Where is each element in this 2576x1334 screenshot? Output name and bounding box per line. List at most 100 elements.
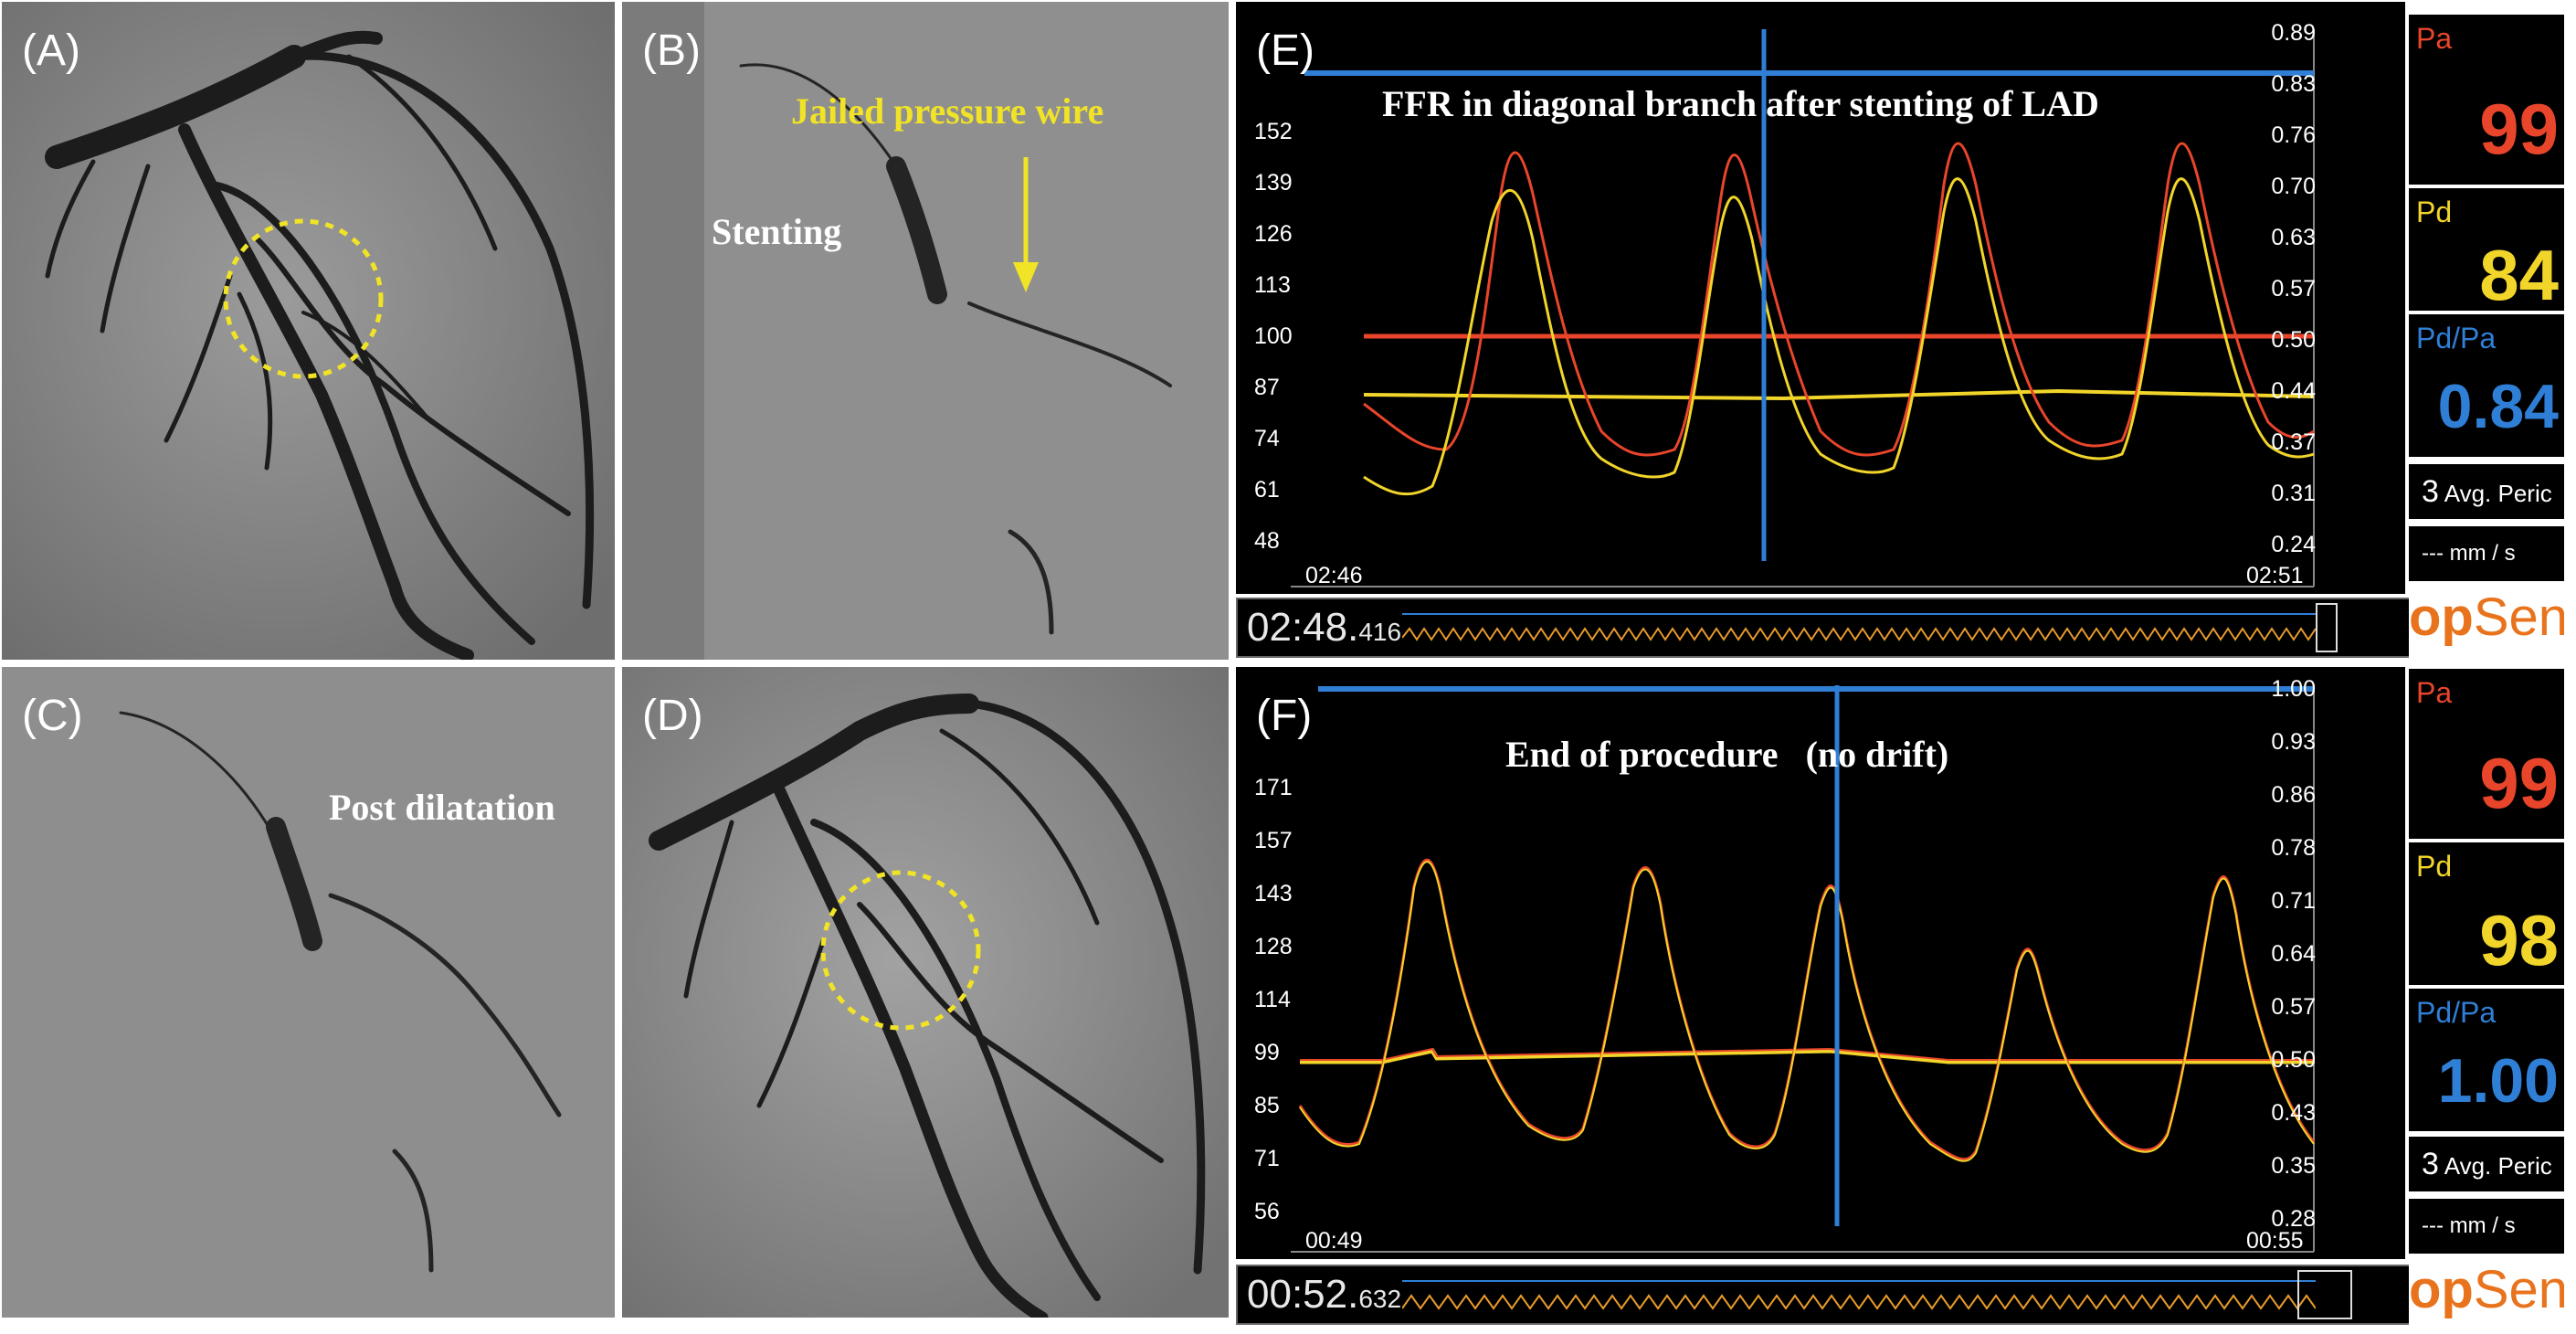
right-tick: 0.71 [2271, 888, 2316, 914]
speed-e: --- mm / s [2409, 526, 2564, 581]
ffr-trace-plot-e [1291, 29, 2315, 588]
ffr-trace-plot-f [1291, 685, 2316, 1253]
pd-box-f: Pd 98 [2409, 842, 2564, 985]
right-tick: 0.44 [2271, 378, 2316, 404]
right-tick: 0.50 [2271, 327, 2316, 353]
right-tick: 0.89 [2271, 20, 2316, 46]
clock-main-e: 02:48. [1247, 605, 1359, 650]
right-tick: 0.64 [2271, 941, 2316, 967]
panel-letter-c: (C) [22, 692, 83, 740]
time-start-f: 00:49 [1305, 1228, 1363, 1254]
left-tick: 157 [1254, 828, 1293, 853]
clock-f: 00:52.632 [1247, 1272, 1401, 1318]
pa-label-f: Pa [2416, 676, 2453, 709]
left-tick: 113 [1254, 272, 1291, 298]
logo-op-f: op [2409, 1260, 2474, 1319]
right-tick: 0.57 [2271, 276, 2316, 302]
ratio-label-e: Pd/Pa [2416, 322, 2497, 355]
ratio-label-f: Pd/Pa [2416, 996, 2497, 1029]
pd-waveform-e [1363, 177, 2315, 496]
angiogram-panel-a: (A) [2, 2, 615, 660]
pa-box-f: Pa 99 [2409, 669, 2564, 839]
angiogram-d-image [622, 667, 1229, 1318]
panel-letter-d: (D) [642, 692, 703, 740]
ratio-value-e: 0.84 [2437, 372, 2559, 441]
timeline-cursor-f[interactable] [2297, 1270, 2352, 1319]
left-tick: 171 [1254, 775, 1293, 800]
left-tick: 126 [1254, 221, 1293, 247]
right-tick: 0.43 [2271, 1100, 2316, 1126]
jailed-wire-annotation: Jailed pressure wire [791, 90, 1104, 132]
right-tick: 0.28 [2271, 1206, 2316, 1232]
opsens-logo-e: opSens [2409, 587, 2564, 651]
title-main-f: End of procedure [1505, 734, 1779, 775]
clock-e: 02:48.416 [1247, 605, 1401, 651]
angiogram-panel-d: (D) [622, 667, 1229, 1318]
left-tick: 85 [1254, 1093, 1280, 1118]
right-tick: 1.00 [2271, 676, 2316, 702]
left-tick: 87 [1254, 375, 1280, 400]
pd-waveform-f [1299, 861, 2315, 1162]
time-end-e: 02:51 [2246, 563, 2304, 588]
left-tick: 56 [1254, 1199, 1280, 1224]
pd-label-e: Pd [2416, 196, 2453, 228]
right-tick: 0.70 [2271, 174, 2316, 199]
right-tick: 0.93 [2271, 729, 2316, 755]
pa-value-e: 99 [2479, 89, 2559, 169]
left-tick: 128 [1254, 934, 1293, 959]
clock-main-f: 00:52. [1247, 1272, 1359, 1317]
panel-letter-f: (F) [1256, 692, 1313, 740]
pd-box-e: Pd 84 [2409, 188, 2564, 315]
timeline-bar-e[interactable]: 02:48.416 [1236, 598, 2562, 658]
clock-ms-e: 416 [1358, 618, 1402, 646]
right-tick: 0.37 [2271, 429, 2316, 455]
monitor-title-e: FFR in diagonal branch after stenting of… [1382, 83, 2099, 124]
left-tick: 100 [1254, 323, 1293, 349]
right-tick: 0.50 [2271, 1047, 2316, 1073]
readout-panel-e: Pa 99 Pd 84 Pd/Pa 0.84 3 Avg. Peric --- … [2409, 2, 2564, 658]
left-tick: 114 [1254, 987, 1291, 1012]
timeline-strip-f [1402, 1280, 2316, 1310]
right-tick: 0.24 [2271, 532, 2316, 557]
timeline-cursor-e[interactable] [2316, 603, 2338, 652]
panel-letter-b: (B) [642, 26, 701, 75]
right-tick: 0.31 [2271, 481, 2316, 506]
ffr-monitor-f: (F) End of procedure (no drift) 171 157 … [1236, 667, 2405, 1259]
time-start-e: 02:46 [1305, 563, 1363, 588]
avg-period-e: 3 Avg. Peric [2409, 464, 2564, 519]
right-tick: 0.35 [2271, 1153, 2316, 1179]
clock-ms-f: 632 [1358, 1285, 1402, 1313]
title-note-f: (no drift) [1805, 734, 1949, 775]
avg-text-e: Avg. Peric [2444, 480, 2552, 507]
right-tick: 0.57 [2271, 994, 2316, 1020]
left-tick: 71 [1254, 1146, 1280, 1171]
left-tick: 139 [1254, 170, 1293, 196]
left-tick: 143 [1254, 881, 1293, 906]
monitor-title-f: End of procedure (no drift) [1505, 733, 1948, 776]
angiogram-b-image [622, 2, 1229, 660]
left-tick: 61 [1254, 477, 1280, 503]
speed-f: --- mm / s [2409, 1199, 2564, 1254]
left-tick: 74 [1254, 426, 1280, 451]
pa-waveform-f [1298, 858, 2316, 1161]
pd-value-e: 84 [2479, 235, 2559, 315]
ratio-value-f: 1.00 [2437, 1046, 2559, 1116]
yellow-down-arrow-icon [1013, 157, 1039, 292]
avg-period-f: 3 Avg. Peric [2409, 1137, 2564, 1191]
left-tick: 152 [1254, 119, 1293, 144]
stenting-annotation: Stenting [712, 211, 842, 252]
right-tick: 0.83 [2271, 71, 2316, 97]
timeline-bar-f[interactable]: 00:52.632 [1236, 1265, 2562, 1325]
readout-panel-f: Pa 99 Pd 98 Pd/Pa 1.00 3 Avg. Peric --- … [2409, 667, 2564, 1325]
time-end-f: 00:55 [2246, 1228, 2304, 1254]
panel-letter-a: (A) [22, 26, 80, 75]
ratio-box-f: Pd/Pa 1.00 [2409, 989, 2564, 1131]
pa-waveform-e [1363, 142, 2315, 457]
logo-op-e: op [2409, 588, 2474, 647]
right-tick: 0.78 [2271, 835, 2316, 861]
post-dilatation-annotation: Post dilatation [329, 787, 555, 828]
angiogram-c-image [2, 667, 615, 1318]
ffr-monitor-e: (E) FFR in diagonal branch after stentin… [1236, 2, 2405, 594]
ratio-box-e: Pd/Pa 0.84 [2409, 314, 2564, 457]
right-tick: 0.86 [2271, 782, 2316, 808]
